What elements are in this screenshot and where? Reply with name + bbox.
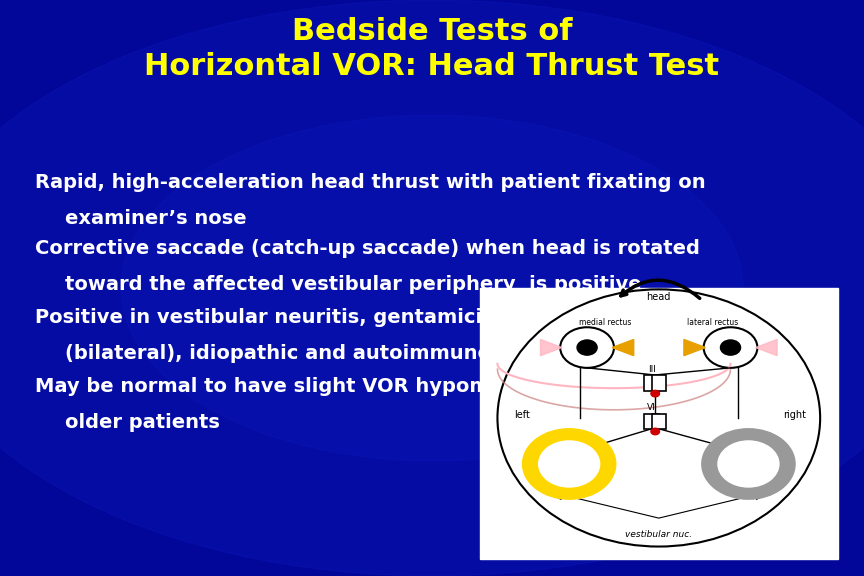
Circle shape (718, 441, 779, 487)
Text: Corrective saccade (catch-up saccade) when head is rotated: Corrective saccade (catch-up saccade) wh… (35, 239, 700, 258)
Circle shape (577, 340, 597, 355)
Circle shape (651, 428, 659, 435)
Circle shape (523, 429, 616, 499)
Text: toward the affected vestibular periphery  is positive: toward the affected vestibular periphery… (65, 275, 641, 294)
Bar (645, 414, 658, 429)
Text: III: III (648, 365, 656, 374)
Text: lateral rectus: lateral rectus (687, 317, 738, 327)
Text: May be normal to have slight VOR hypometria bilaterally in: May be normal to have slight VOR hypomet… (35, 377, 687, 396)
Text: examiner’s nose: examiner’s nose (65, 209, 246, 228)
Polygon shape (541, 339, 562, 355)
Text: left: left (515, 410, 530, 420)
Text: (bilateral), idiopathic and autoimmune vestibulopathy: (bilateral), idiopathic and autoimmune v… (65, 344, 662, 363)
Bar (651, 374, 666, 391)
Circle shape (651, 391, 659, 397)
Text: medial rectus: medial rectus (579, 317, 632, 327)
Text: right: right (784, 410, 807, 420)
Bar (645, 374, 658, 391)
Bar (480, 288, 838, 559)
Text: head: head (646, 292, 671, 302)
Text: vestibular nuc.: vestibular nuc. (626, 530, 692, 539)
Polygon shape (613, 339, 633, 355)
Text: Bedside Tests of
Horizontal VOR: Head Thrust Test: Bedside Tests of Horizontal VOR: Head Th… (144, 17, 720, 81)
Text: Positive in vestibular neuritis, gentamicin ototoxicity: Positive in vestibular neuritis, gentami… (35, 308, 621, 327)
Text: VI: VI (647, 403, 656, 412)
Polygon shape (756, 339, 777, 355)
Ellipse shape (121, 115, 743, 461)
Text: older patients: older patients (65, 413, 219, 432)
Circle shape (538, 441, 600, 487)
Bar (651, 414, 666, 429)
Text: Rapid, high-acceleration head thrust with patient fixating on: Rapid, high-acceleration head thrust wit… (35, 173, 705, 192)
Polygon shape (684, 339, 705, 355)
Circle shape (702, 429, 795, 499)
Circle shape (721, 340, 740, 355)
